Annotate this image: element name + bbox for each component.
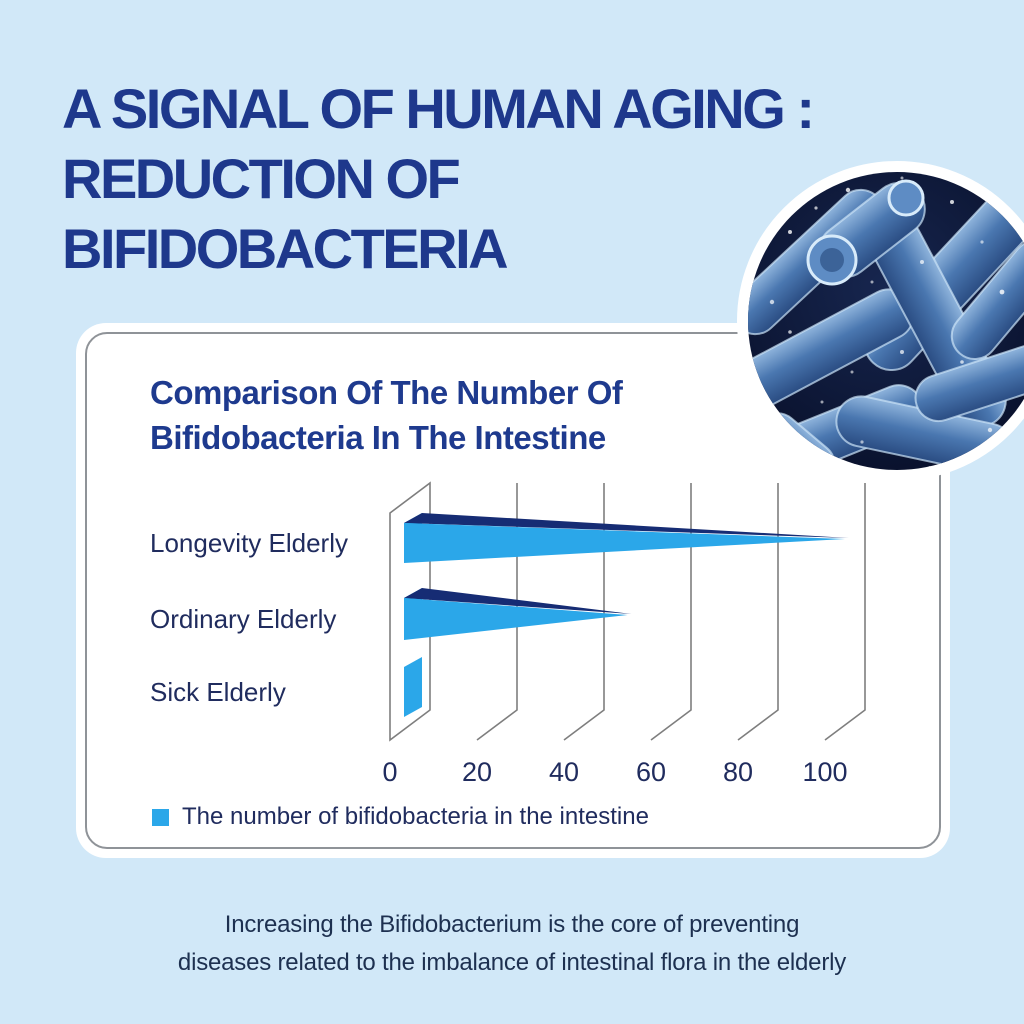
chart-title: Comparison Of The Number Of Bifidobacter… bbox=[150, 374, 623, 456]
legend-label: The number of bifidobacteria in the inte… bbox=[182, 803, 649, 830]
bacterium-rod bbox=[818, 182, 926, 278]
bacterium-cross-section bbox=[806, 234, 858, 286]
footer-text: Increasing the Bifidobacterium is the co… bbox=[177, 911, 847, 976]
bacterium-rod bbox=[950, 239, 1024, 361]
page-title: A SIGNAL OF HUMAN AGING : REDUCTION OF B… bbox=[62, 77, 815, 280]
bacterium-cross-section bbox=[887, 179, 925, 217]
chart-legend: The number of bifidobacteria in the inte… bbox=[152, 803, 649, 831]
card-inner-border bbox=[85, 332, 941, 849]
legend-swatch-icon bbox=[152, 808, 169, 826]
bacterium-cross-section-core bbox=[820, 248, 844, 272]
